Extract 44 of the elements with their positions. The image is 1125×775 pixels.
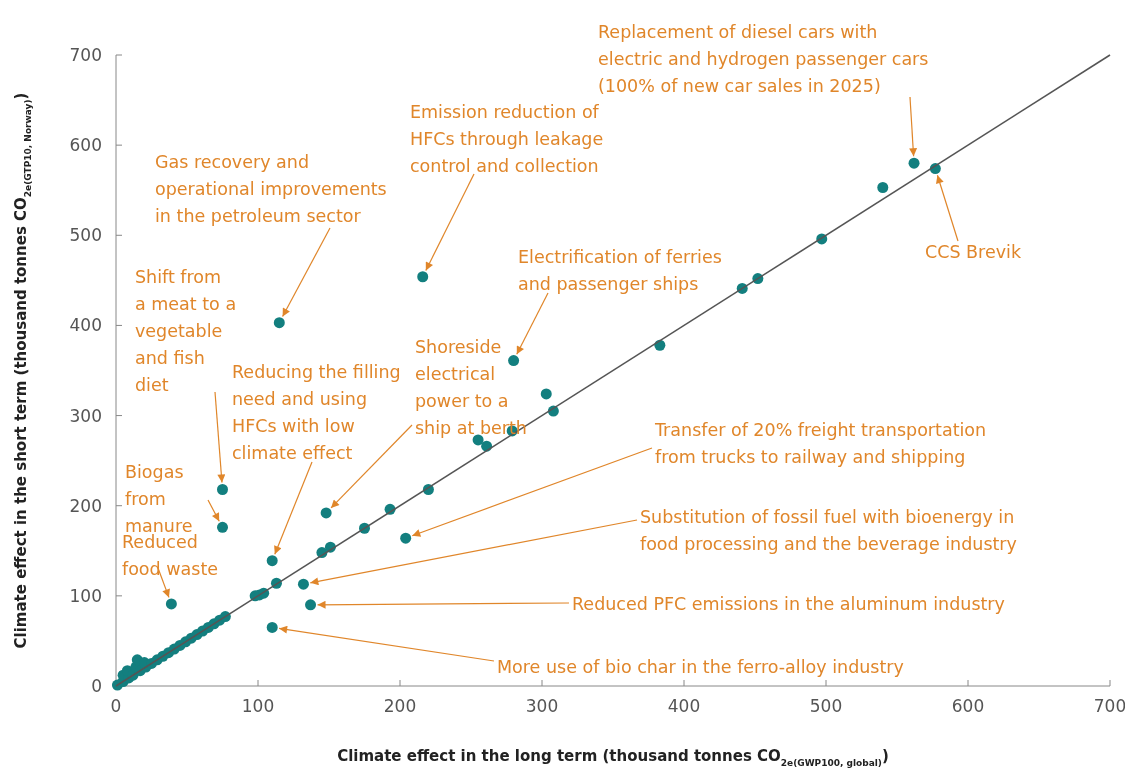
point: [273, 317, 285, 329]
point: [877, 182, 889, 194]
annotation: Substitution of fossil fuel with bioenergy in food processing and the beverage industry: [640, 506, 1017, 554]
x-tick-label: 300: [525, 696, 559, 716]
point: [217, 521, 228, 533]
point: [305, 599, 317, 611]
annotation: Shoreside electrical power to a ship at berth: [415, 336, 527, 438]
x-tick-label: 600: [951, 696, 985, 716]
x-tick-label: 700: [1093, 696, 1125, 716]
annotation: Emission reduction of HFCs through leakage control and collection: [410, 101, 604, 176]
point: [297, 578, 309, 590]
annotation: Replacement of diesel cars with electric and hydrogen passenger cars (100% of new car sales in 2025): [598, 21, 929, 96]
point: [320, 507, 332, 519]
x-tick-label: 400: [667, 696, 701, 716]
annotation: CCS Brevik: [925, 241, 1022, 262]
x-axis-title: Climate effect in the long term (thousand tonnes CO$_{2e(GWP100, global)}$): [337, 747, 889, 768]
point: [540, 388, 552, 400]
annotation: Electrification of ferries and passenger ships: [518, 246, 722, 294]
y-tick-label: 400: [69, 315, 102, 336]
point: [217, 483, 228, 495]
point: [266, 555, 278, 567]
point: [266, 621, 278, 633]
point: [400, 532, 412, 544]
y-tick-label: 0: [91, 676, 102, 696]
x-tick-label: 500: [809, 696, 843, 716]
y-tick-label: 100: [69, 585, 102, 606]
y-tick-label: 500: [69, 225, 102, 246]
y-tick-label: 200: [69, 495, 102, 516]
point: [508, 355, 520, 367]
point: [417, 271, 429, 283]
point: [908, 157, 920, 169]
y-tick-label: 600: [69, 135, 102, 156]
annotation: More use of bio char in the ferro-alloy industry: [497, 656, 904, 677]
y-tick-label: 300: [69, 405, 102, 426]
point: [472, 434, 484, 446]
point: [165, 598, 177, 610]
annotation: Reduced PFC emissions in the aluminum industry: [572, 593, 1005, 614]
annotation: Transfer of 20% freight transportation from trucks to railway and shipping: [654, 419, 987, 467]
y-tick-label: 700: [69, 45, 102, 65]
annotation: Reduced food waste: [122, 531, 219, 579]
x-tick-label: 200: [383, 696, 417, 716]
x-tick-label: 100: [241, 696, 275, 716]
annotation: Gas recovery and operational improvements in the petroleum sector: [155, 151, 387, 226]
x-tick-label: 0: [110, 696, 122, 716]
